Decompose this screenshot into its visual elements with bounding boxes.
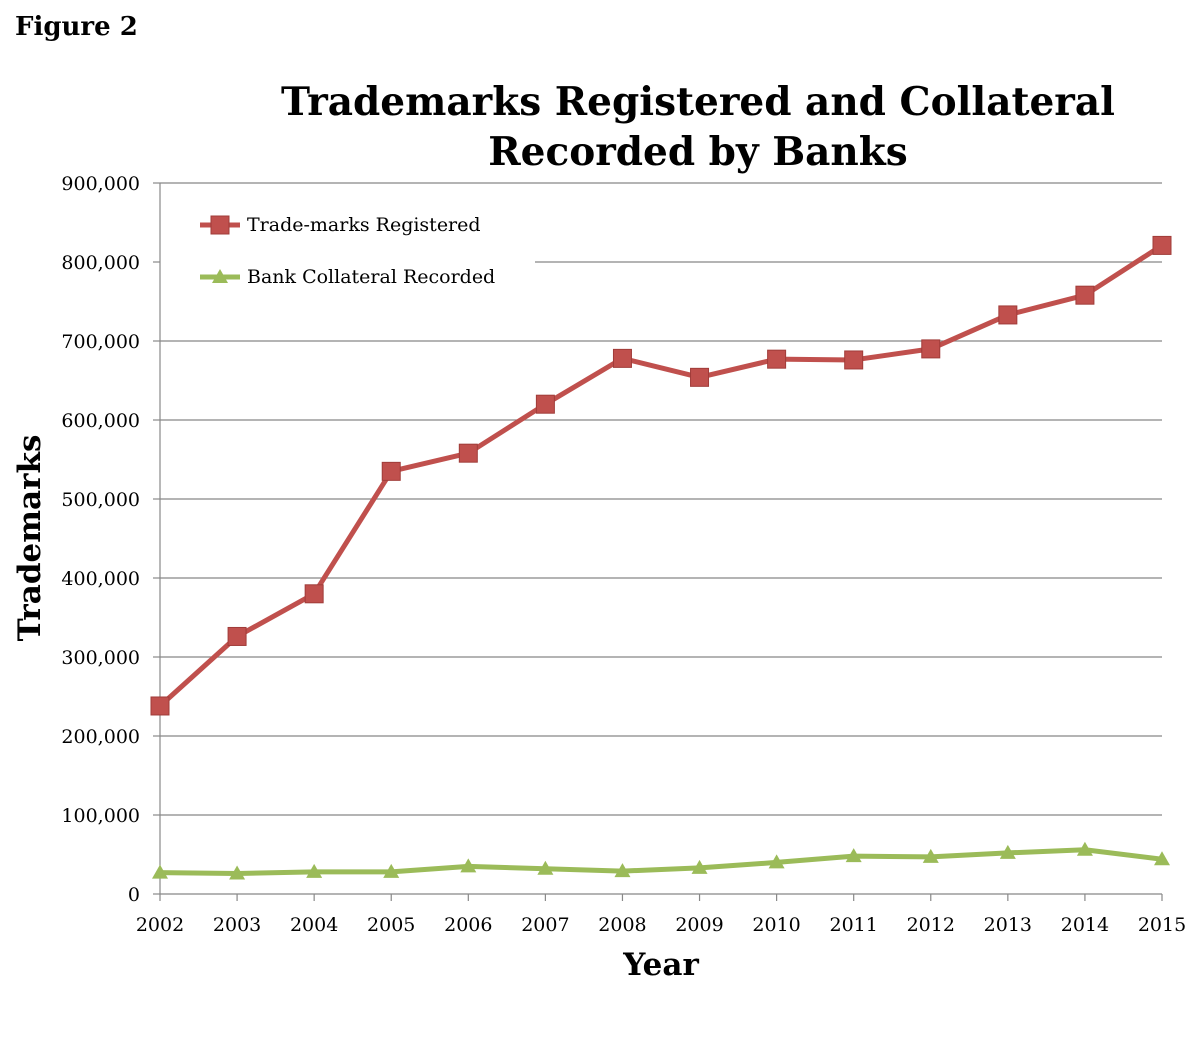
data-point (381, 461, 401, 481)
data-point (691, 859, 708, 874)
x-tick-label: 2009 (675, 914, 723, 936)
x-tick-label: 2003 (213, 914, 261, 936)
y-tick-label: 200,000 (61, 726, 140, 748)
legend: Trade-marks Registered Bank Collateral Re… (200, 214, 495, 288)
series-line-0 (158, 243, 1164, 708)
x-axis-title: Year (622, 947, 699, 983)
data-point (845, 848, 862, 863)
legend-marker (210, 215, 230, 235)
chart-title-line-1: Trademarks Registered and Collateral (281, 79, 1115, 125)
data-point (535, 394, 555, 414)
data-point (922, 848, 939, 863)
legend-entry: Bank Collateral Recorded (247, 266, 495, 288)
chart-title-line-2: Recorded by Banks (488, 129, 908, 175)
data-point (1154, 851, 1170, 866)
x-tick-label: 2004 (290, 914, 338, 936)
x-tick-label: 2012 (907, 914, 955, 936)
data-point (460, 858, 477, 873)
data-point (537, 860, 554, 875)
legend-entry: Trade-marks Registered (247, 214, 481, 236)
data-point (1076, 841, 1093, 856)
data-point (844, 350, 864, 370)
axes (153, 182, 1163, 901)
x-tick-label: 2013 (984, 914, 1032, 936)
data-point (612, 348, 632, 368)
data-point (690, 367, 710, 387)
x-tick-label: 2011 (830, 914, 878, 936)
y-tick-label: 800,000 (61, 252, 140, 274)
x-tick-label: 2002 (136, 914, 184, 936)
data-point (614, 863, 631, 878)
data-point (998, 305, 1018, 325)
series-group (150, 235, 1172, 880)
series-line-1 (159, 847, 1163, 876)
y-tick-label: 500,000 (61, 489, 140, 511)
data-point (999, 844, 1016, 859)
x-tick-label: 2007 (521, 914, 569, 936)
data-point (152, 864, 168, 879)
data-point (150, 696, 170, 716)
x-tick-label: 2006 (444, 914, 492, 936)
data-point (383, 863, 400, 878)
data-point (767, 349, 787, 369)
data-point (921, 339, 941, 359)
y-tick-label: 700,000 (61, 331, 140, 353)
figure-label: Figure 2 (15, 12, 138, 42)
x-tick-label: 2005 (367, 914, 415, 936)
y-tick-label: 0 (128, 884, 140, 906)
y-tick-label: 100,000 (61, 805, 140, 827)
y-tick-label: 900,000 (61, 173, 140, 195)
x-tick-label: 2010 (752, 914, 800, 936)
data-point (1152, 235, 1172, 255)
legend-marker (212, 269, 228, 283)
data-point (458, 443, 478, 463)
data-point (1075, 285, 1095, 305)
data-point (306, 863, 323, 878)
x-tick-label: 2008 (598, 914, 646, 936)
data-point (227, 626, 247, 646)
x-tick-label: 2015 (1138, 914, 1186, 936)
y-tick-label: 300,000 (61, 647, 140, 669)
y-tick-label: 600,000 (61, 410, 140, 432)
x-tick-labels: 2002 2003 2004 2005 2006 2007 2008 2009 2010 2011… (136, 914, 1186, 936)
y-tick-label: 400,000 (61, 568, 140, 590)
y-axis-title: Trademarks (12, 435, 48, 642)
x-tick-label: 2014 (1061, 914, 1109, 936)
y-tick-labels: 0 100,000 200,000 300,000 400,000 500,000 600,… (61, 173, 140, 906)
data-point (229, 865, 246, 880)
data-point (768, 854, 785, 869)
data-point (304, 584, 324, 604)
